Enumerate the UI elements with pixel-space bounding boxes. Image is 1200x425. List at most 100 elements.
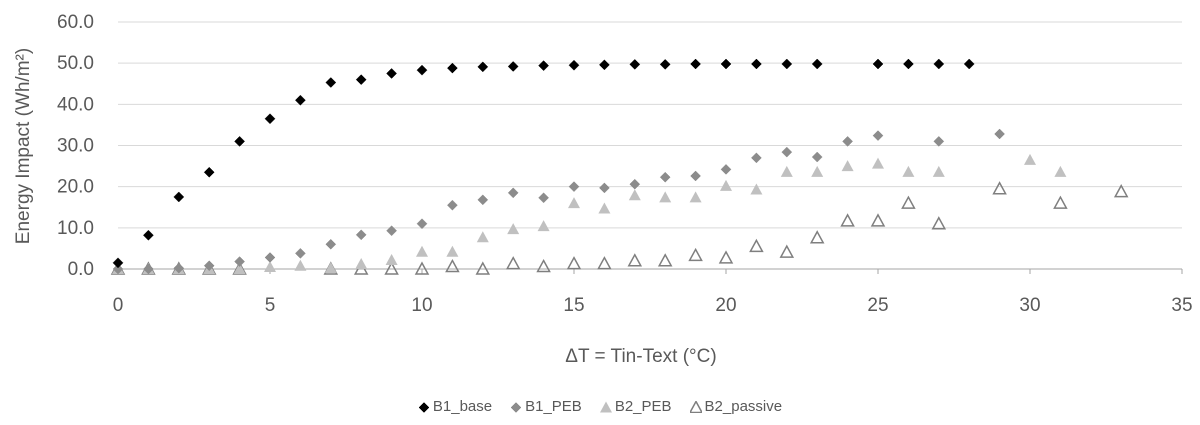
data-point-b2-peb [841,160,854,172]
data-point-b2-peb [1054,165,1067,177]
y-tick-label: 60.0 [57,12,94,33]
data-point-b2-peb [294,259,307,271]
data-point-b2-peb [689,191,702,203]
data-point-b2-passive [840,213,855,227]
data-point-b2-peb [537,220,550,232]
legend-label: B2_PEB [614,398,672,415]
data-point-b2-peb [507,223,520,235]
data-point-b2-peb [628,189,641,201]
legend-item-b2-passive: B2_passive [688,398,783,415]
data-point-b2-passive [749,238,764,253]
data-point-b2-passive [870,213,886,227]
data-point-b1-base [203,166,215,178]
legend-label: B1_PEB [525,398,582,415]
data-point-b1-peb [629,178,641,190]
legend-label: B2_passive [704,398,783,415]
data-point-b1-base [264,113,276,125]
data-point-b1-peb [173,262,185,274]
x-tick-label: 30 [1019,295,1040,316]
data-point-b2-peb [385,253,398,265]
legend-item-b1-peb: B1_PEB [510,398,582,415]
gridlines [118,21,1182,229]
legend-marker-shape [510,402,522,413]
y-tick-label: 0.0 [68,259,94,280]
data-point-b1-peb [811,151,823,163]
data-point-b2-passive [505,256,521,270]
data-point-b2-passive [384,261,399,275]
x-tick-label: 15 [563,295,584,316]
data-point-b2-passive [931,216,947,230]
data-point-b1-peb [599,182,610,194]
y-tick-label: 40.0 [57,94,94,115]
x-tick-label: 10 [411,295,432,316]
data-point-b1-peb [994,128,1005,140]
legend-marker-b1-peb [510,402,522,413]
data-point-b1-peb [264,252,276,263]
data-point-b2-passive [536,258,551,273]
data-point-b2-peb [750,183,763,195]
data-point-b1-peb [659,171,671,183]
data-point-b2-passive [809,230,825,244]
data-point-b1-peb [355,229,367,241]
series-b1-peb [112,128,1005,275]
data-point-b1-base [933,58,945,70]
data-point-b2-peb [416,245,428,257]
legend-label: B1_base [432,398,493,415]
data-point-b1-base [781,58,793,70]
legend-marker-shape [418,402,430,413]
data-point-b1-base [903,58,914,70]
data-point-b2-peb [476,231,489,243]
data-point-b2-peb [598,202,611,214]
data-point-b1-peb [477,194,489,206]
data-point-b1-peb [386,225,397,237]
data-point-b1-base [599,59,610,71]
series-b2-peb [112,153,1067,274]
data-point-b2-peb [233,263,246,274]
legend-marker-b2-peb [599,401,612,413]
data-point-b2-passive [414,261,430,275]
data-point-b2-passive [627,253,643,267]
data-point-b2-passive [475,261,491,275]
data-point-b2-passive [718,250,734,264]
data-point-b1-peb [781,146,793,158]
data-point-b1-peb [112,263,124,275]
data-point-b1-base [751,58,762,70]
data-point-b2-peb [264,260,276,272]
legend-marker-b1-base [418,402,430,413]
data-point-b2-passive [688,247,703,262]
data-point-b1-peb [690,170,701,182]
x-axis-label: ΔT = Tin-Text (°C) [565,346,716,367]
data-point-b1-base [538,60,549,71]
data-point-b1-base [690,58,701,70]
data-point-b2-peb [932,165,945,177]
data-point-b1-base [507,61,519,72]
data-point-b1-peb [234,256,245,267]
data-point-b1-base [143,229,154,241]
y-tick-label: 20.0 [57,177,94,198]
y-tick-labels: 0.0 10.0 20.0 30.0 40.0 50.0 60.0 [57,12,94,280]
series-b2-passive [110,181,1129,275]
x-tick-label: 20 [715,295,736,316]
data-point-b1-base [477,61,489,73]
data-point-b2-peb [355,258,368,270]
data-point-b2-passive [901,195,916,209]
data-point-b2-passive [1053,195,1068,209]
data-point-b1-peb [325,238,337,250]
data-point-b2-peb [811,165,824,177]
data-point-b1-base [872,58,884,70]
data-point-b2-peb [780,165,793,177]
legend-item-b1-base: B1_base [418,398,492,415]
data-point-b2-passive [597,256,612,270]
data-point-b1-peb [933,136,945,147]
data-point-b1-base [811,58,823,70]
scatter-chart: 0.0 10.0 20.0 30.0 40.0 50.0 60.0 0 5 10 15 20 25 30… [13,12,1193,367]
data-point-b1-base [659,59,671,70]
x-tick-labels: 0 5 10 15 20 25 30 35 [113,295,1193,316]
x-tick-label: 5 [265,295,276,316]
data-point-b2-passive [657,253,673,267]
data-point-b1-peb [143,263,154,275]
y-axis-label: Energy Impact (Wh/m²) [13,48,34,244]
data-point-b1-base [112,257,124,269]
data-point-b1-peb [538,192,549,204]
data-point-b1-peb [720,164,732,175]
